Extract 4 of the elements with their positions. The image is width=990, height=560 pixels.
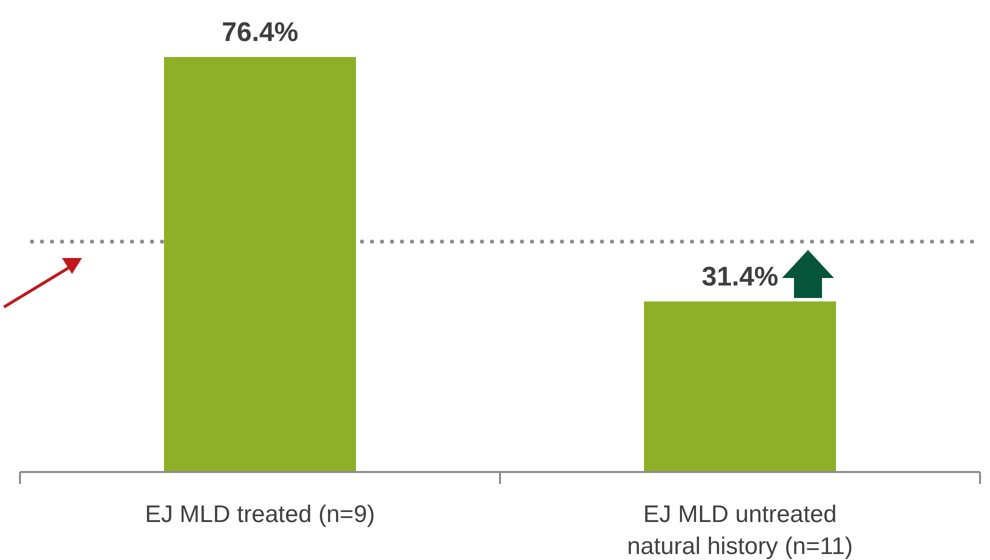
data-label: 76.4% bbox=[222, 17, 298, 47]
x-tick-label: EJ MLD untreated natural history (n=11) bbox=[627, 501, 853, 560]
x-tick-label: EJ MLD treated (n=9) bbox=[144, 501, 376, 528]
data-label: 31.4% bbox=[702, 261, 778, 292]
